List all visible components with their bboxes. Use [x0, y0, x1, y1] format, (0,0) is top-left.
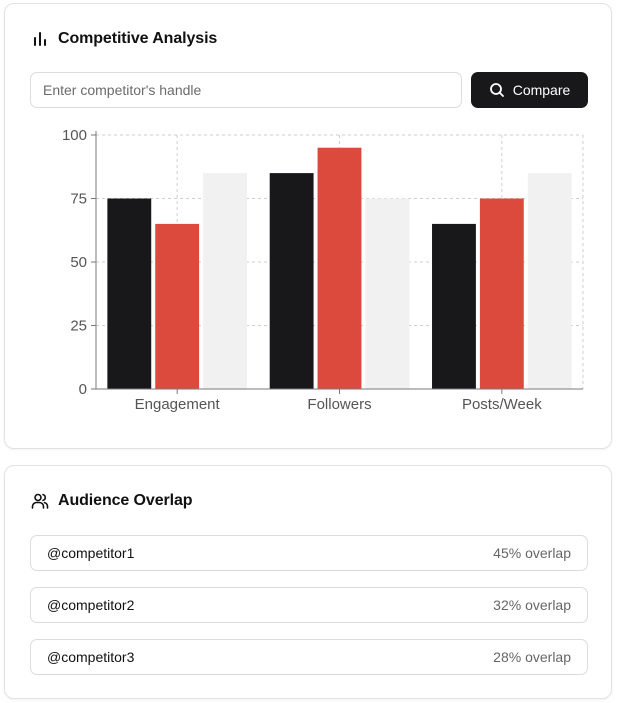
chart-bar: [365, 198, 410, 389]
competitor-handle: @competitor1: [47, 545, 135, 561]
chart-bar: [269, 173, 314, 389]
chart-bar: [432, 223, 476, 389]
chart-bar: [107, 198, 152, 389]
chart-bar: [155, 223, 200, 389]
overlap-list: @competitor1 45% overlap @competitor2 32…: [30, 535, 588, 691]
competitive-bar-chart: 0 25 50 75 100 Engagement Followers Posts/Week: [62, 127, 584, 413]
overlap-list-item[interactable]: @competitor2 32% overlap: [30, 587, 588, 623]
competitor-search-row: Compare: [30, 72, 588, 108]
x-tick-label: Followers: [307, 396, 371, 413]
overlap-list-item[interactable]: @competitor1 45% overlap: [30, 535, 588, 571]
y-tick-label: 25: [70, 318, 87, 335]
competitive-analysis-header: Competitive Analysis: [31, 28, 217, 50]
bar-chart-icon: [31, 30, 49, 48]
search-icon: [489, 82, 505, 98]
audience-overlap-title: Audience Overlap: [58, 492, 193, 509]
overlap-percentage: 32% overlap: [493, 597, 571, 613]
overlap-percentage: 28% overlap: [493, 649, 571, 665]
competitor-handle: @competitor2: [47, 597, 135, 613]
y-tick-label: 100: [62, 127, 87, 144]
x-tick-label: Engagement: [135, 396, 221, 413]
users-icon: [31, 492, 49, 510]
audience-overlap-card: Audience Overlap @competitor1 45% overla…: [4, 465, 612, 699]
compare-button-label: Compare: [512, 82, 571, 98]
audience-overlap-header: Audience Overlap: [31, 490, 193, 512]
overlap-list-item[interactable]: @competitor3 28% overlap: [30, 639, 588, 675]
competitive-analysis-card: Competitive Analysis Compare 0 25 50 75 100 E…: [4, 3, 612, 449]
y-tick-label: 75: [70, 191, 87, 208]
y-tick-label: 50: [70, 254, 87, 271]
chart-bar: [527, 173, 572, 389]
compare-button[interactable]: Compare: [471, 72, 588, 108]
competitor-handle-input[interactable]: [30, 72, 462, 108]
chart-bar: [203, 173, 247, 389]
overlap-percentage: 45% overlap: [493, 545, 571, 561]
chart-bar: [317, 147, 362, 389]
chart-bar: [479, 198, 524, 389]
competitive-analysis-title: Competitive Analysis: [58, 30, 218, 47]
y-tick-label: 0: [79, 381, 87, 398]
x-tick-label: Posts/Week: [462, 396, 542, 413]
competitor-handle: @competitor3: [47, 649, 135, 665]
